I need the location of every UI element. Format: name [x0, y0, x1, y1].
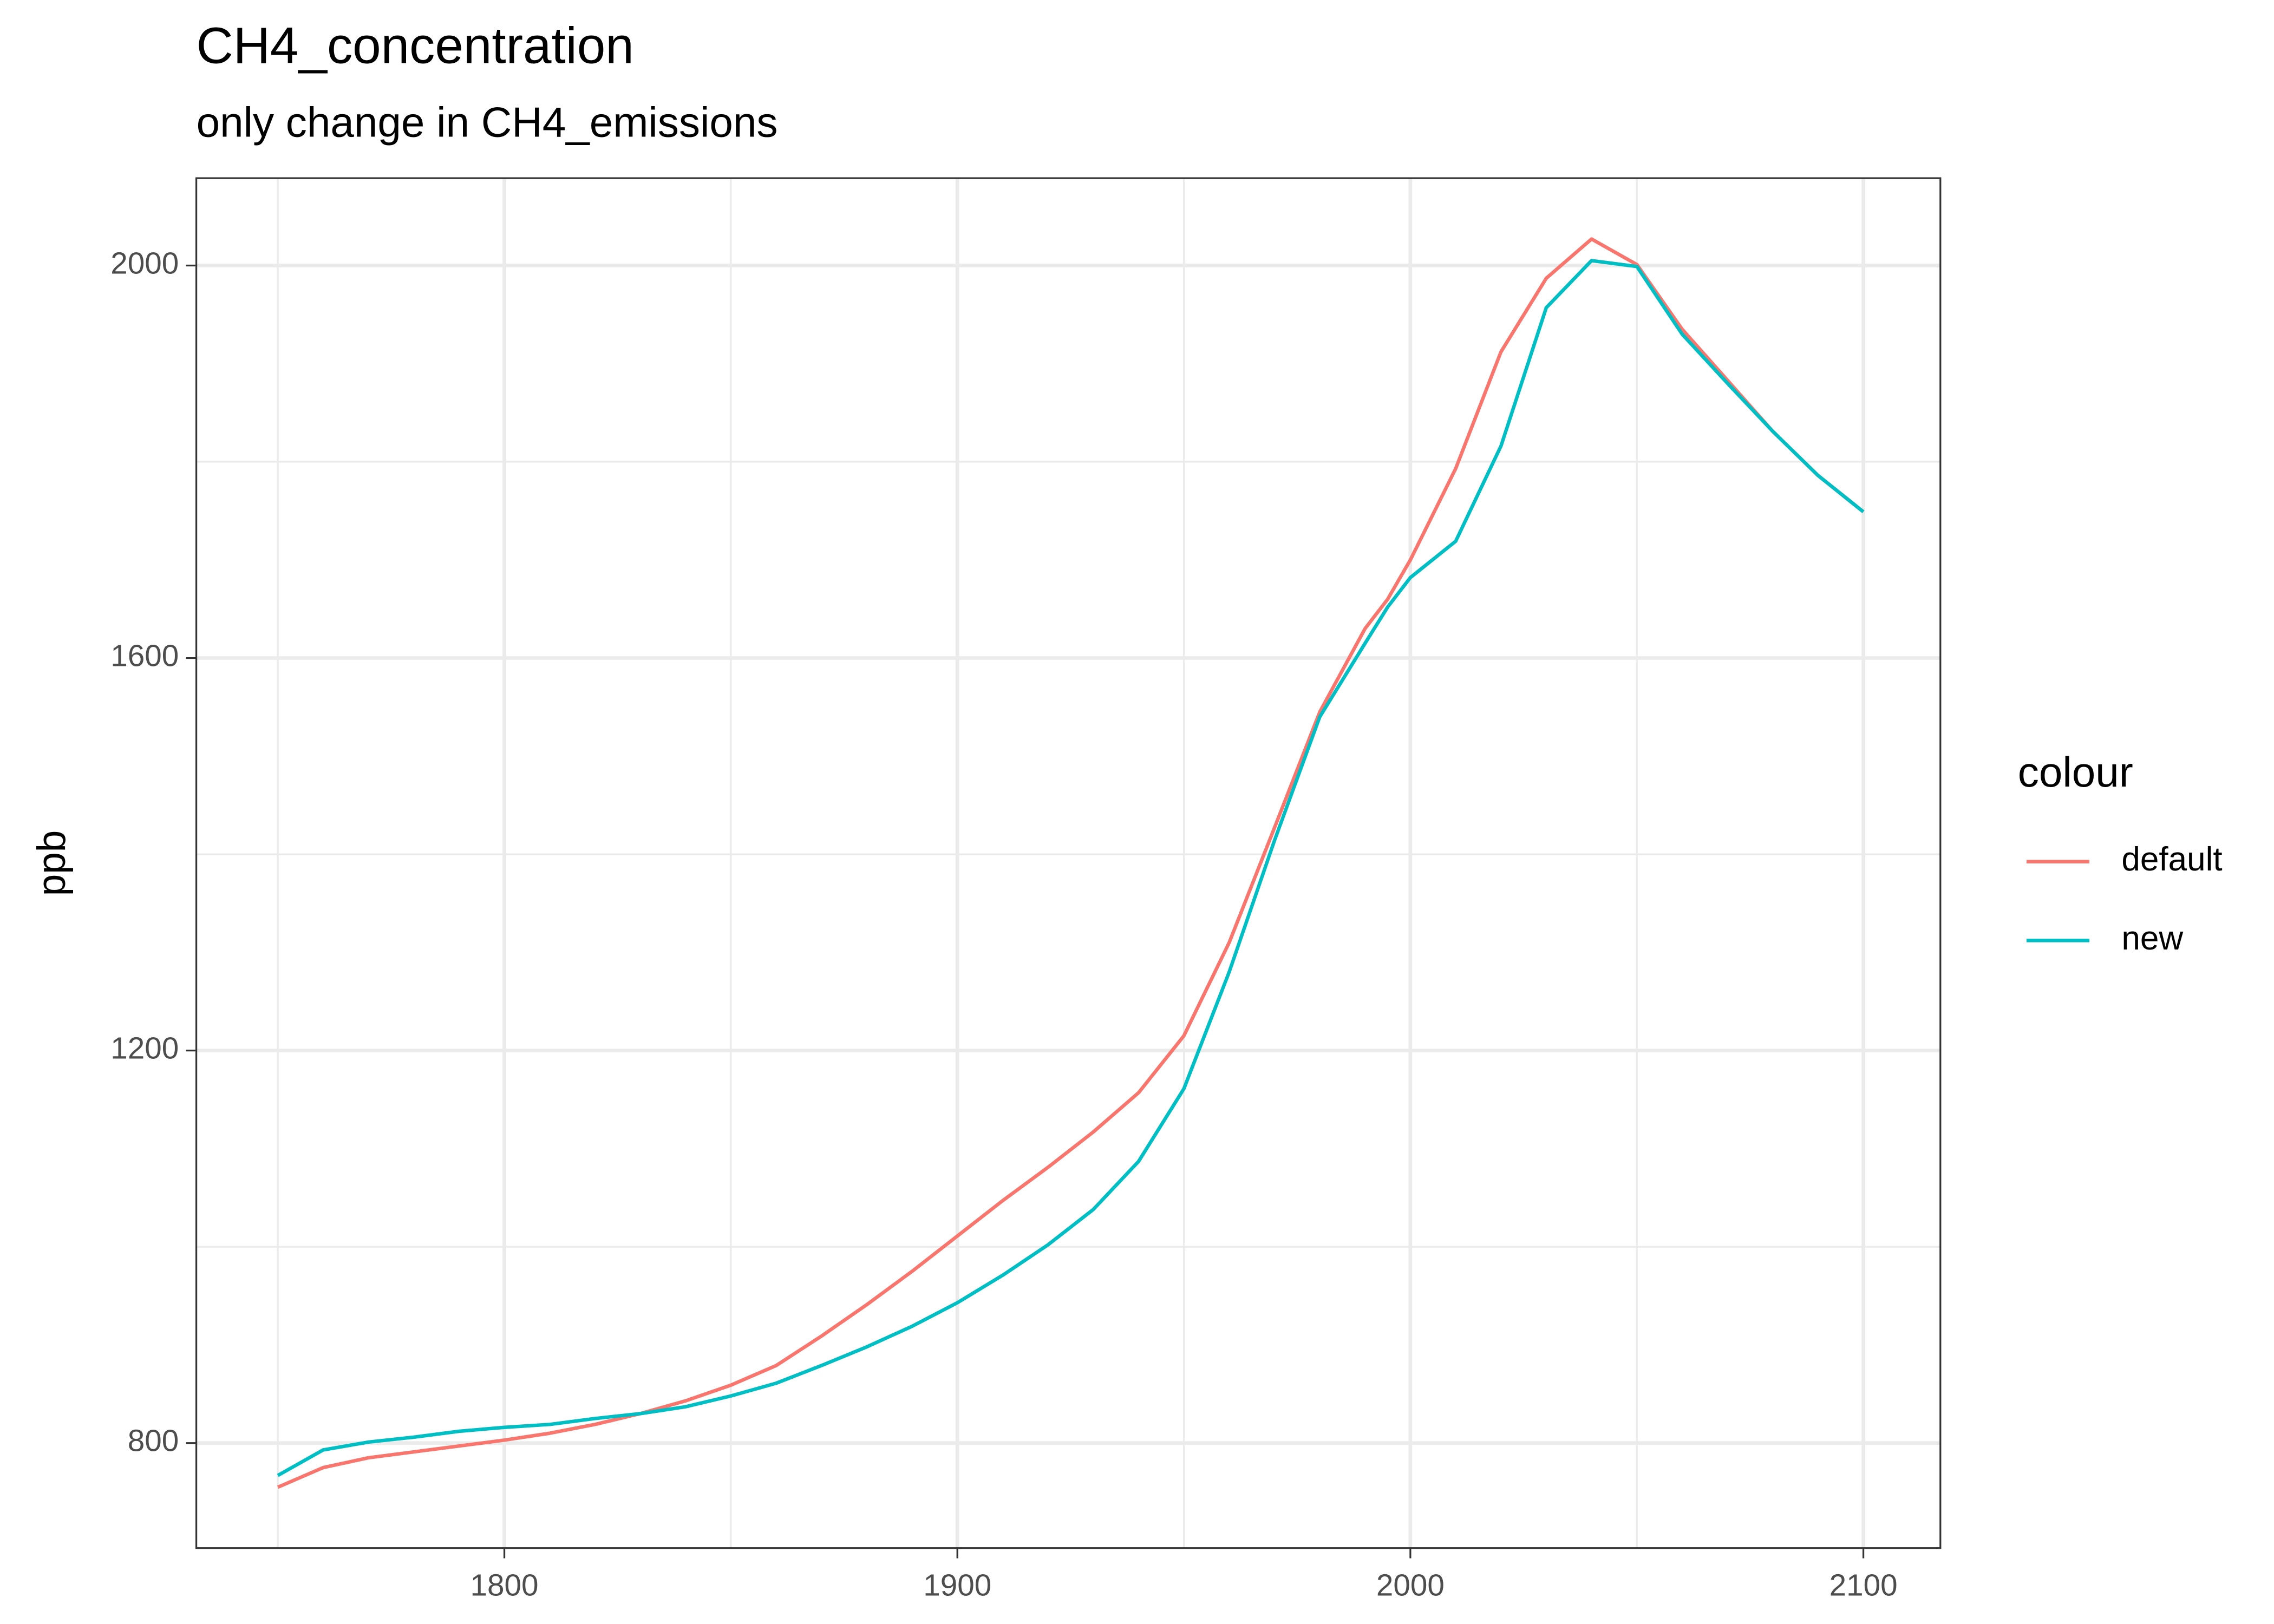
- legend-label: new: [2121, 920, 2183, 957]
- panel-border: [195, 177, 1942, 1549]
- y-axis-label: ppb: [30, 830, 74, 896]
- data-line: [277, 237, 1865, 1489]
- y-tick-label: 2000: [110, 246, 179, 280]
- x-tick-label: 1800: [471, 1569, 539, 1603]
- chart-title: CH4_concentration: [197, 18, 634, 75]
- data-line: [277, 259, 1865, 1477]
- y-tick-label: 1200: [110, 1032, 179, 1066]
- x-tick-label: 1900: [923, 1569, 991, 1603]
- y-tick-label: 1600: [110, 639, 179, 673]
- legend-title: colour: [2018, 748, 2133, 796]
- legend-label: default: [2121, 841, 2222, 878]
- x-tick-label: 2000: [1376, 1569, 1445, 1603]
- chart-subtitle: only change in CH4_emissions: [197, 99, 778, 146]
- y-tick-label: 800: [128, 1424, 179, 1458]
- x-tick-label: 2100: [1829, 1569, 1898, 1603]
